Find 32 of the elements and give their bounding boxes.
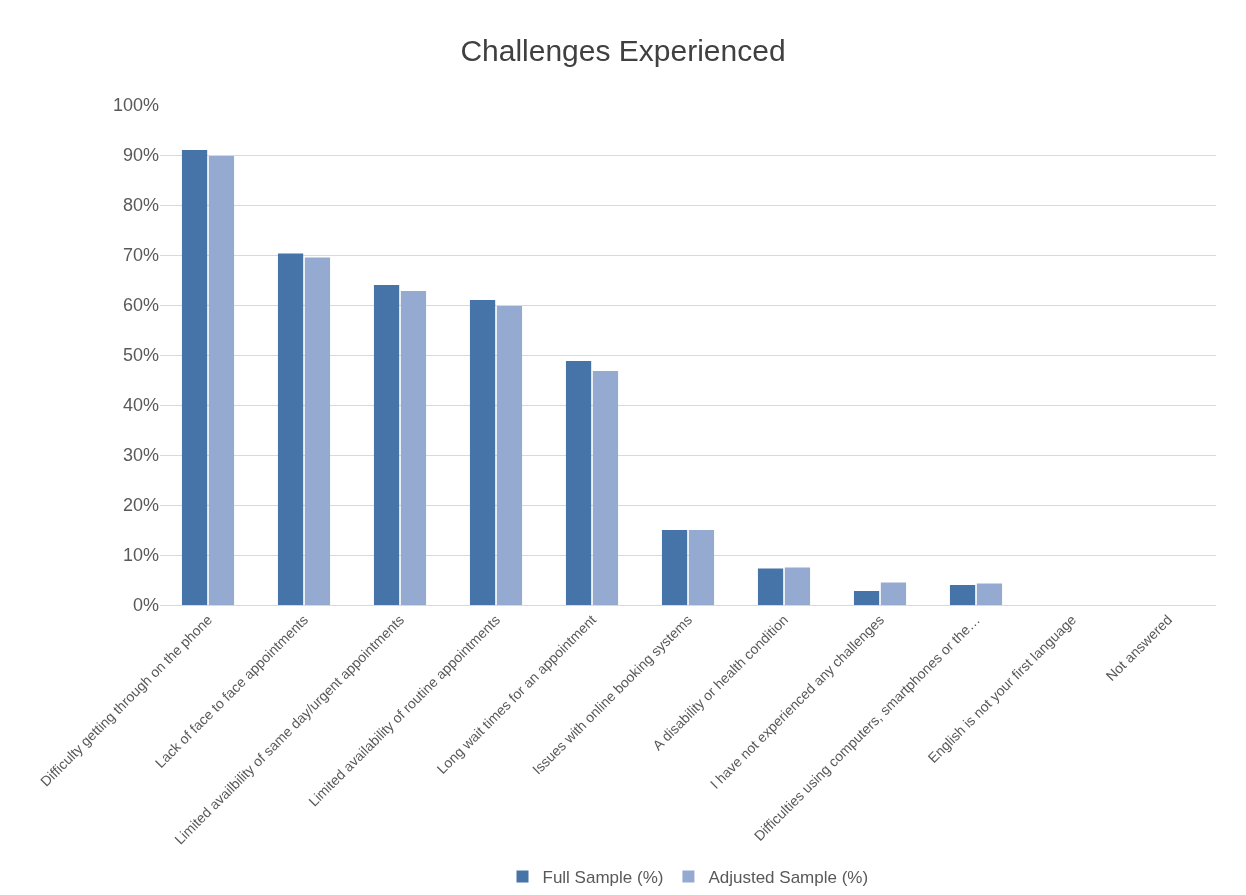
- bar: [181, 150, 208, 605]
- bar: [469, 300, 496, 605]
- y-tick-label: 80%: [122, 195, 159, 216]
- bar: [277, 253, 304, 605]
- bar: [304, 257, 331, 605]
- y-tick-label: 40%: [122, 395, 159, 416]
- bar: [853, 591, 880, 605]
- bar: [496, 306, 523, 605]
- bar: [373, 285, 400, 605]
- y-tick-label: 30%: [122, 445, 159, 466]
- bar: [757, 568, 784, 605]
- y-tick-label: 70%: [122, 245, 159, 266]
- bar: [592, 371, 619, 605]
- bar: [400, 291, 427, 605]
- legend-label: Full Sample (%): [542, 868, 664, 888]
- bar: [784, 567, 811, 605]
- y-tick-label: 0%: [132, 595, 159, 616]
- y-tick-label: 10%: [122, 545, 159, 566]
- legend-label: Adjusted Sample (%): [708, 868, 869, 888]
- bar: [976, 583, 1003, 605]
- bar: [688, 530, 715, 605]
- y-tick-label: 100%: [112, 95, 159, 116]
- bar: [949, 585, 976, 605]
- y-tick-label: 50%: [122, 345, 159, 366]
- bar: [565, 361, 592, 605]
- y-tick-label: 90%: [122, 145, 159, 166]
- bar: [208, 156, 235, 605]
- bar: [661, 530, 688, 605]
- bar: [880, 582, 907, 605]
- chart-title: Challenges Experienced: [460, 34, 786, 68]
- y-tick-label: 20%: [122, 495, 159, 516]
- y-tick-label: 60%: [122, 295, 159, 316]
